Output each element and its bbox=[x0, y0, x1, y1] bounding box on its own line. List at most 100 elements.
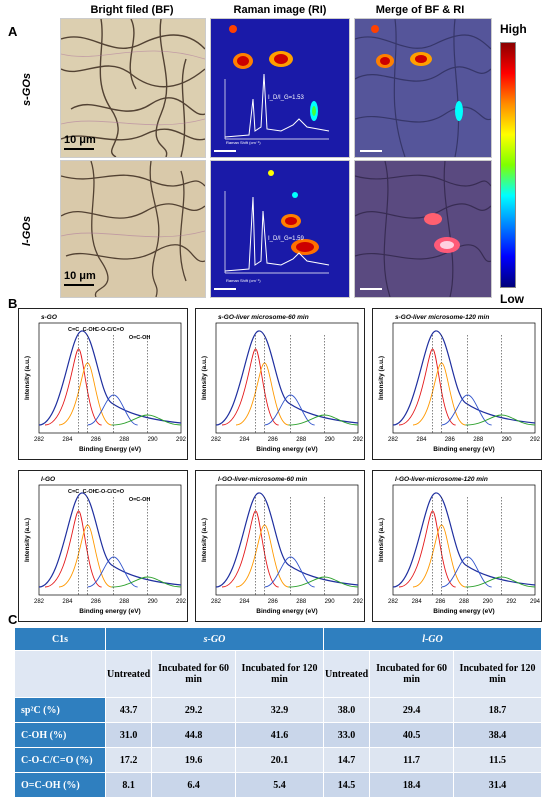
panel-a-letter: A bbox=[8, 24, 18, 39]
raman-image-lgo bbox=[210, 160, 350, 298]
peak-label: O=C-OH bbox=[129, 335, 151, 341]
component-coh bbox=[235, 362, 289, 426]
table-cell: 19.6 bbox=[151, 747, 237, 773]
component-coc bbox=[264, 394, 315, 426]
y-axis-title: Intensity (a.u.) bbox=[201, 518, 208, 562]
envelope-curve bbox=[38, 330, 182, 426]
x-tick-label: 286 bbox=[268, 599, 279, 605]
scale-label-bf-2: 10 μm bbox=[64, 270, 96, 282]
chart-title: l-GO bbox=[41, 476, 55, 483]
bf-texture-2 bbox=[61, 161, 205, 297]
x-tick-label: 286 bbox=[91, 437, 102, 443]
component-coh bbox=[58, 524, 112, 588]
raman-xlabel-1: Raman Shift (cm⁻¹) bbox=[226, 140, 261, 145]
x-tick-label: 282 bbox=[388, 437, 399, 443]
table-cell: 11.5 bbox=[453, 747, 542, 773]
xps-chart: 282 284 286 288 290 292 294 Binding energy (eV)… bbox=[372, 470, 542, 622]
table-cell: 44.8 bbox=[151, 722, 237, 748]
table-cell: 20.1 bbox=[235, 747, 324, 773]
raman-ratio-1: I_D/I_G=1.53 bbox=[268, 95, 304, 101]
x-axis-title: Binding energy (eV) bbox=[79, 608, 140, 615]
component-coc bbox=[441, 556, 492, 588]
envelope-curve bbox=[392, 492, 536, 588]
raman-inset-2 bbox=[224, 191, 330, 274]
peak-label: C=C bbox=[68, 327, 79, 333]
x-tick-label: 294 bbox=[530, 599, 541, 605]
chart-title: l-GO-liver-microsome-60 min bbox=[218, 476, 307, 483]
subheader-lgo-120: Incubated for 120 min bbox=[453, 650, 542, 698]
scale-bar-merge-1 bbox=[360, 150, 382, 152]
raman-spots-1 bbox=[224, 25, 330, 140]
component-ocoh bbox=[288, 576, 359, 588]
table-cell: 31.0 bbox=[104, 722, 153, 748]
peak-label: O=C-OH bbox=[129, 497, 151, 503]
table-cell: 43.7 bbox=[104, 697, 153, 723]
table-row: O=C-OH (%) 8.1 6.4 5.4 14.5 18.4 31.4 bbox=[14, 772, 542, 798]
merge-image-lgo bbox=[354, 160, 492, 298]
column-title-ri: Raman image (RI) bbox=[233, 4, 327, 16]
component-cc bbox=[221, 510, 279, 588]
x-tick-label: 288 bbox=[119, 437, 130, 443]
x-tick-label: 282 bbox=[388, 599, 399, 605]
x-tick-label: 284 bbox=[416, 437, 427, 443]
table-row: C-O-C/C=O (%) 17.2 19.6 20.1 14.7 11.7 1… bbox=[14, 747, 542, 773]
x-tick-label: 284 bbox=[62, 437, 73, 443]
column-title-merge: Merge of BF & RI bbox=[375, 4, 465, 16]
peak-label: C-O-C/C=O bbox=[95, 489, 125, 495]
component-coc bbox=[87, 556, 138, 588]
x-tick-label: 290 bbox=[483, 599, 494, 605]
peak-label: C=C bbox=[68, 489, 79, 495]
xps-chart: 282 284 286 288 290 292 Binding energy (eV) Int… bbox=[195, 308, 365, 460]
header-c1s: C1s bbox=[14, 627, 106, 651]
xps-plot: 282 284 286 288 290 292 Binding energy (eV) Int… bbox=[24, 476, 187, 615]
component-cc bbox=[398, 510, 456, 588]
colorbar bbox=[500, 42, 516, 288]
merge-image-sgo bbox=[354, 18, 492, 158]
envelope-curve bbox=[38, 492, 182, 588]
bf-image-sgo bbox=[60, 18, 206, 158]
subheader-lgo-untreated: Untreated bbox=[322, 650, 371, 698]
raman-xlabel-2: Raman Shift (cm⁻¹) bbox=[226, 278, 261, 283]
x-tick-label: 292 bbox=[176, 437, 187, 443]
peak-label: C-O-C/C=O bbox=[95, 327, 125, 333]
subheader-sgo-untreated: Untreated bbox=[104, 650, 153, 698]
table-cell: 38.0 bbox=[322, 697, 371, 723]
x-tick-label: 284 bbox=[239, 599, 250, 605]
x-tick-label: 290 bbox=[325, 437, 336, 443]
table-cell: 32.9 bbox=[235, 697, 324, 723]
component-ocoh bbox=[288, 414, 359, 426]
header-sgo: s-GO bbox=[105, 627, 324, 651]
envelope-curve bbox=[215, 330, 359, 426]
raman-inset-1 bbox=[224, 73, 330, 140]
merge-texture-2 bbox=[355, 161, 491, 297]
x-tick-label: 286 bbox=[91, 599, 102, 605]
xps-chart: 282 284 286 288 290 292 Binding energy (eV) Int… bbox=[18, 470, 188, 622]
header-lgo: l-GO bbox=[322, 627, 543, 651]
x-tick-label: 292 bbox=[506, 599, 517, 605]
merge-texture-1 bbox=[355, 19, 491, 157]
table-cell: 8.1 bbox=[104, 772, 153, 798]
table-cell: 11.7 bbox=[369, 747, 455, 773]
raman-image-sgo bbox=[210, 18, 350, 158]
component-coh bbox=[58, 362, 112, 426]
bf-texture bbox=[61, 19, 205, 157]
component-ocoh bbox=[465, 576, 536, 588]
xps-plot: 282 284 286 288 290 292 Binding energy (eV) Int… bbox=[378, 314, 541, 453]
colorbar-low-label: Low bbox=[500, 292, 524, 306]
component-coh bbox=[235, 524, 289, 588]
x-axis-title: Binding energy (eV) bbox=[433, 608, 494, 615]
x-tick-label: 292 bbox=[353, 437, 364, 443]
chart-title: l-GO-liver-microsome-120 min bbox=[395, 476, 488, 483]
table-cell: 29.2 bbox=[151, 697, 237, 723]
c1s-table: C1s s-GO l-GO Untreated Incubated for 60… bbox=[14, 627, 543, 798]
component-ocoh bbox=[111, 576, 182, 588]
y-axis-title: Intensity (a.u.) bbox=[378, 356, 385, 400]
table-cell: 41.6 bbox=[235, 722, 324, 748]
x-tick-label: 290 bbox=[325, 599, 336, 605]
x-tick-label: 292 bbox=[530, 437, 541, 443]
scale-bar-ri-1 bbox=[214, 150, 236, 152]
table-cell: 29.4 bbox=[369, 697, 455, 723]
xps-plot: 282 284 286 288 290 292 Binding energy (eV) Int… bbox=[201, 476, 364, 615]
xps-chart: 282 284 286 288 290 292 Binding energy (eV) Int… bbox=[372, 308, 542, 460]
subheader-sgo-120: Incubated for 120 min bbox=[235, 650, 324, 698]
